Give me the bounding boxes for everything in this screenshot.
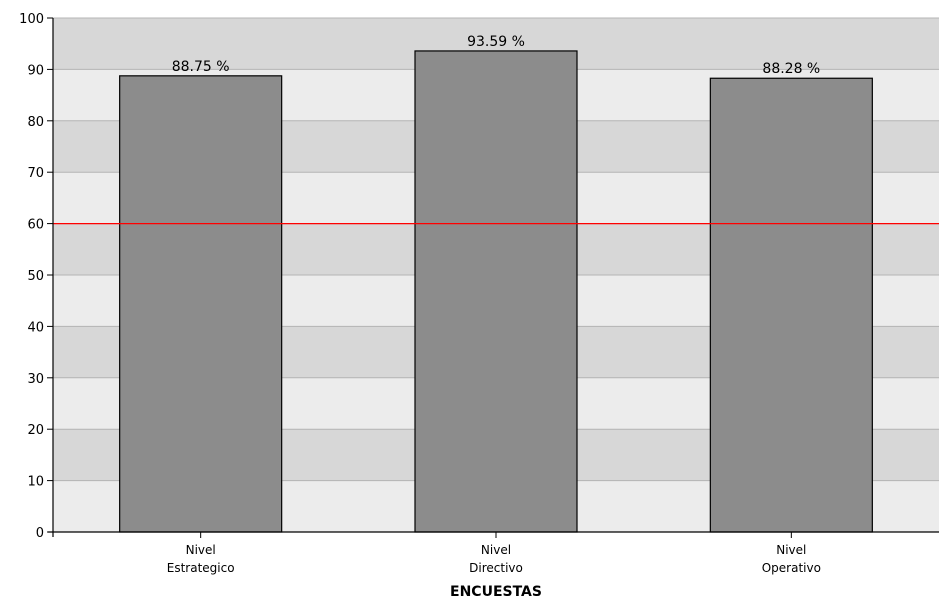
x-category-label-0-1: Estrategico — [167, 561, 235, 575]
x-axis-category-labels: Nivel Estrategico Nivel Directivo Nivel Opera… — [167, 532, 821, 575]
x-category-label-2-0: Nivel — [776, 543, 806, 557]
y-tick-label-20: 20 — [27, 423, 44, 438]
x-category-label-1-0: Nivel — [481, 543, 511, 557]
bar-2 — [709, 77, 873, 533]
y-tick-label-90: 90 — [27, 63, 44, 78]
bars — [119, 50, 873, 533]
data-label-0: 88.75 % — [172, 59, 230, 75]
data-label-2: 88.28 % — [762, 61, 820, 77]
y-tick-label-10: 10 — [27, 475, 44, 490]
y-tick-label-50: 50 — [27, 269, 44, 284]
axes — [48, 18, 939, 537]
y-tick-label-30: 30 — [27, 372, 44, 387]
x-category-label-2-1: Operativo — [762, 561, 821, 575]
x-category-label-0-0: Nivel — [186, 543, 216, 557]
y-tick-label-80: 80 — [27, 115, 44, 130]
y-axis-ticks: 0 10 20 30 40 50 60 70 80 90 100 — [19, 12, 53, 541]
y-tick-label-70: 70 — [27, 166, 44, 181]
x-category-label-1-1: Directivo — [469, 561, 523, 575]
y-tick-label-40: 40 — [27, 320, 44, 335]
y-tick-label-60: 60 — [27, 218, 44, 233]
y-tick-label-0: 0 — [36, 526, 44, 541]
y-tick-label-100: 100 — [19, 12, 44, 27]
data-labels: 88.75 % 93.59 % 88.28 % — [172, 34, 821, 77]
bar-0 — [119, 75, 283, 533]
x-axis-title: ENCUESTAS — [450, 584, 542, 600]
bar-1 — [414, 50, 578, 533]
data-label-1: 93.59 % — [467, 34, 525, 50]
